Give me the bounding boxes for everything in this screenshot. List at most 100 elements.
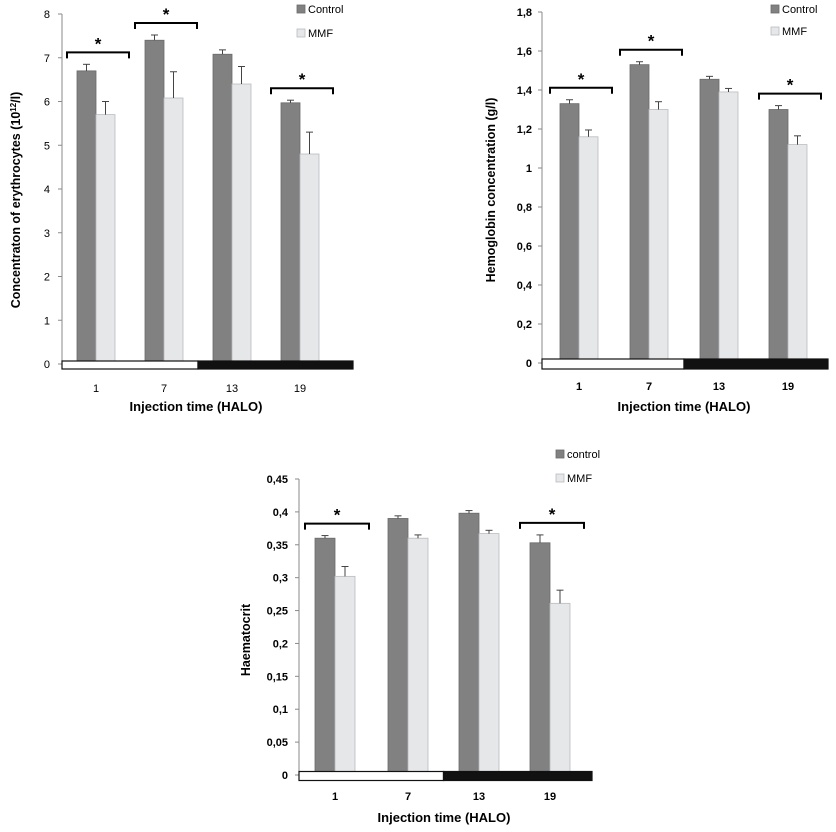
legend-swatch-mmf	[770, 26, 780, 36]
light-phase-bar	[61, 360, 199, 370]
significance-asterisk: *	[334, 506, 341, 525]
y-tick-label: 1,4	[517, 85, 533, 97]
y-axis-label-text: Hemoglobin concentration (g/l)	[484, 98, 498, 283]
bar-mmf-13	[478, 533, 500, 776]
y-tick-label: 0,2	[273, 638, 288, 650]
bar-mmf-1	[334, 575, 356, 776]
significance-asterisk: *	[787, 76, 794, 95]
y-axis-label: Concentraton of erythrocytes (1012/l)	[9, 92, 24, 309]
light-phase-bar	[541, 358, 685, 370]
bar-mmf-19	[549, 602, 571, 776]
significance-bracket	[549, 86, 613, 94]
significance-asterisk: *	[95, 34, 102, 53]
bar-control-7	[387, 518, 409, 776]
significance-bracket	[758, 92, 822, 100]
y-tick-label: 0,2	[517, 319, 532, 331]
bar-mmf-19	[787, 144, 808, 364]
y-tick-label: 0,3	[273, 573, 288, 585]
y-axis-label-unit: /l)	[9, 92, 23, 103]
x-tick-label: 7	[161, 383, 167, 395]
y-axis-label: Haematocrit	[239, 603, 253, 676]
y-tick-label: 0,15	[267, 671, 288, 683]
y-tick-label: 0	[526, 358, 532, 370]
bar-control-19	[280, 102, 301, 365]
light-phase-bar	[298, 770, 445, 782]
bar-control-19	[529, 542, 551, 776]
y-tick-label: 1,8	[517, 7, 532, 19]
y-tick-label: 1	[44, 315, 50, 327]
significance-asterisk: *	[578, 70, 585, 89]
legend-swatch-control	[770, 4, 780, 14]
y-tick-label: 0,1	[273, 704, 288, 716]
y-tick-label: 4	[44, 184, 50, 196]
y-tick-label: 0,05	[267, 737, 288, 749]
y-tick-label: 6	[44, 97, 50, 109]
dark-phase-bar	[442, 770, 593, 782]
bar-control-7	[629, 64, 650, 364]
legend-label-mmf: MMF	[308, 28, 333, 40]
y-tick-label: 1,2	[517, 124, 532, 136]
x-tick-label: 1	[332, 791, 338, 803]
y-axis-label-text: Haematocrit	[239, 603, 253, 676]
y-tick-label: 7	[44, 53, 50, 65]
legend-swatch-mmf	[555, 473, 565, 483]
bar-control-13	[699, 78, 720, 364]
chart-panel-top-right: 0 0,2 0,4 0,6 0,8 1 1,2 1,4 1,6 1,8 Hemoglobin con…	[484, 4, 829, 414]
y-tick-label: 0,25	[267, 606, 288, 618]
bar-mmf-7	[163, 97, 184, 365]
y-tick-label: 0,4	[273, 507, 289, 519]
significance-bracket	[66, 51, 130, 59]
bar-mmf-13	[718, 91, 739, 364]
bar-control-19	[768, 109, 789, 364]
legend-swatch-control	[296, 4, 306, 14]
significance-bracket	[270, 87, 334, 95]
legend-swatch-mmf	[296, 28, 306, 38]
bar-mmf-1	[578, 136, 599, 364]
significance-asterisk: *	[549, 505, 556, 524]
x-tick-label: 1	[93, 383, 99, 395]
y-tick-label: 0,45	[267, 474, 288, 486]
bar-mmf-7	[648, 109, 669, 364]
x-axis-label: Injection time (HALO)	[130, 399, 263, 414]
x-tick-label: 19	[544, 791, 556, 803]
x-tick-label: 13	[713, 381, 725, 393]
significance-asterisk: *	[299, 70, 306, 89]
y-tick-label: 0	[282, 770, 288, 782]
bar-mmf-1	[95, 114, 116, 365]
significance-bracket	[304, 522, 370, 530]
legend-label-control: control	[567, 449, 600, 461]
bar-control-7	[144, 39, 165, 365]
bar-control-1	[314, 537, 336, 776]
x-tick-label: 13	[226, 383, 238, 395]
y-axis-label-text: Concentraton of erythrocytes (10	[9, 112, 23, 309]
x-tick-label: 1	[576, 381, 582, 393]
bar-control-13	[212, 53, 233, 365]
x-axis-label: Injection time (HALO)	[378, 810, 511, 825]
dark-phase-bar	[197, 360, 354, 370]
significance-asterisk: *	[648, 32, 655, 51]
y-axis-label: Hemoglobin concentration (g/l)	[484, 98, 498, 283]
x-axis-label: Injection time (HALO)	[618, 399, 751, 414]
y-tick-label: 0,6	[517, 241, 532, 253]
significance-bracket	[519, 521, 585, 529]
y-axis-label-superscript: 12	[9, 102, 18, 111]
y-tick-label: 1	[526, 163, 532, 175]
legend-label-mmf: MMF	[782, 26, 807, 38]
y-tick-label: 8	[44, 9, 50, 21]
x-tick-label: 19	[294, 383, 306, 395]
significance-bracket	[619, 48, 683, 56]
bar-mmf-13	[231, 83, 252, 365]
y-tick-label: 2	[44, 272, 50, 284]
x-tick-label: 13	[473, 791, 485, 803]
y-tick-label: 0,35	[267, 540, 288, 552]
legend-label-control: Control	[308, 4, 343, 16]
y-tick-label: 5	[44, 140, 50, 152]
y-tick-label: 0,4	[517, 280, 533, 292]
legend-label-control: Control	[782, 4, 817, 16]
bar-mmf-7	[407, 537, 429, 776]
y-tick-label: 3	[44, 228, 50, 240]
x-tick-label: 7	[646, 381, 652, 393]
bar-mmf-19	[299, 153, 320, 365]
bar-control-1	[559, 103, 580, 364]
